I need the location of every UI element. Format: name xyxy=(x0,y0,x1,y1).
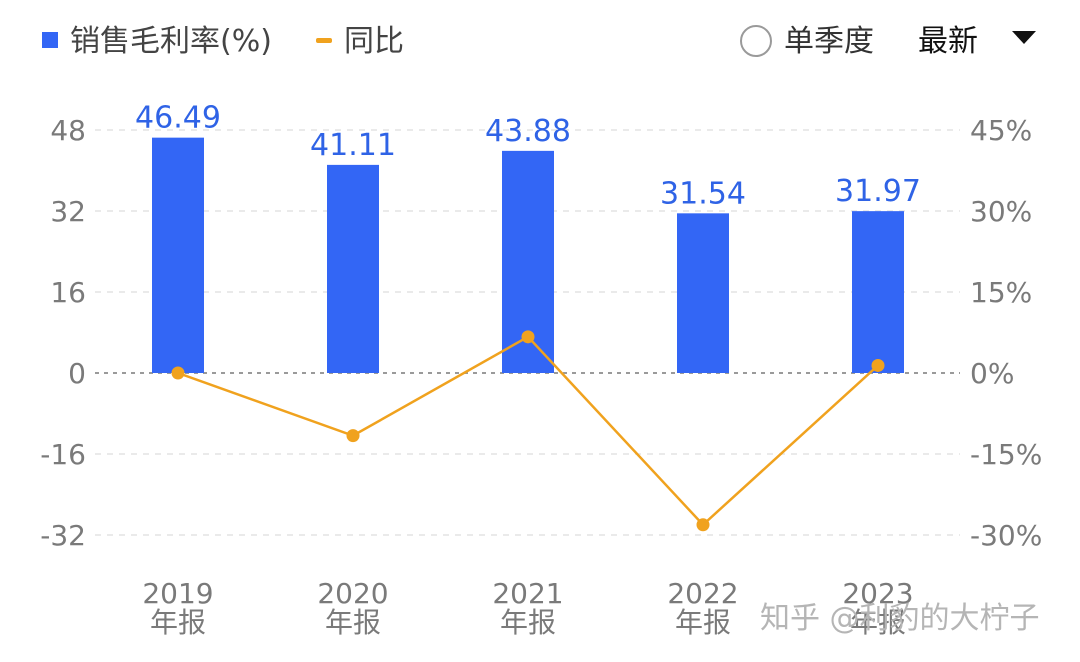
left-axis-tick: 48 xyxy=(50,114,86,147)
bar xyxy=(677,213,729,373)
data-label: 41.11 xyxy=(310,128,396,163)
single-quarter-toggle[interactable]: 单季度 xyxy=(740,24,874,59)
right-axis-tick: -30% xyxy=(970,519,1042,552)
right-axis-tick: 30% xyxy=(970,195,1032,228)
category-year: 2023 xyxy=(842,577,913,610)
bar xyxy=(852,211,904,373)
left-axis-tick: 32 xyxy=(50,195,86,228)
data-labels: 46.49 41.11 43.88 31.54 31.97 xyxy=(135,101,921,212)
category-year: 2019 xyxy=(142,577,213,610)
left-axis-tick: 16 xyxy=(50,276,86,309)
period-label: 最新 xyxy=(918,24,978,59)
left-axis-tick: -32 xyxy=(40,519,86,552)
right-axis-tick: 15% xyxy=(970,276,1032,309)
data-label: 31.97 xyxy=(835,174,921,209)
line-series xyxy=(171,330,885,532)
data-label: 31.54 xyxy=(660,176,746,211)
axes: 48 45% 32 30% 16 15% 0 0% -16 -15% -32 -30% xyxy=(40,114,1042,552)
data-label: 43.88 xyxy=(485,114,571,149)
line-point xyxy=(346,429,360,443)
line-point xyxy=(521,330,535,344)
legend[interactable]: 销售毛利率(%) 同比 xyxy=(42,24,404,59)
single-quarter-label: 单季度 xyxy=(784,24,874,59)
right-axis-tick: -15% xyxy=(970,438,1042,471)
right-axis-tick: 0% xyxy=(970,357,1014,390)
bar xyxy=(327,164,379,373)
left-axis-tick: 0 xyxy=(68,357,86,390)
right-axis-tick: 45% xyxy=(970,114,1032,147)
legend-bar-label: 销售毛利率(%) xyxy=(70,24,272,59)
radio-circle-icon[interactable] xyxy=(740,25,772,57)
line-point xyxy=(871,358,885,372)
watermark: 知乎 @利豹的大柠子 xyxy=(760,601,1040,636)
line-point xyxy=(696,518,710,532)
category-report: 年报 xyxy=(675,606,731,639)
category-report: 年报 xyxy=(500,606,556,639)
category-report: 年报 xyxy=(150,606,206,639)
chevron-down-icon[interactable] xyxy=(1012,31,1036,44)
legend-line-swatch xyxy=(316,38,332,43)
category-year: 2021 xyxy=(492,577,563,610)
bar xyxy=(152,137,204,373)
category-year: 2020 xyxy=(317,577,388,610)
data-label: 46.49 xyxy=(135,101,221,136)
legend-line-label: 同比 xyxy=(344,24,404,59)
bar-series xyxy=(152,137,904,373)
line-point xyxy=(171,366,185,380)
left-axis-tick: -16 xyxy=(40,438,86,471)
period-dropdown[interactable]: 最新 xyxy=(918,24,1036,59)
category-report: 年报 xyxy=(325,606,381,639)
category-report: 年报 xyxy=(850,606,906,639)
legend-bar-swatch xyxy=(42,32,58,48)
category-year: 2022 xyxy=(667,577,738,610)
